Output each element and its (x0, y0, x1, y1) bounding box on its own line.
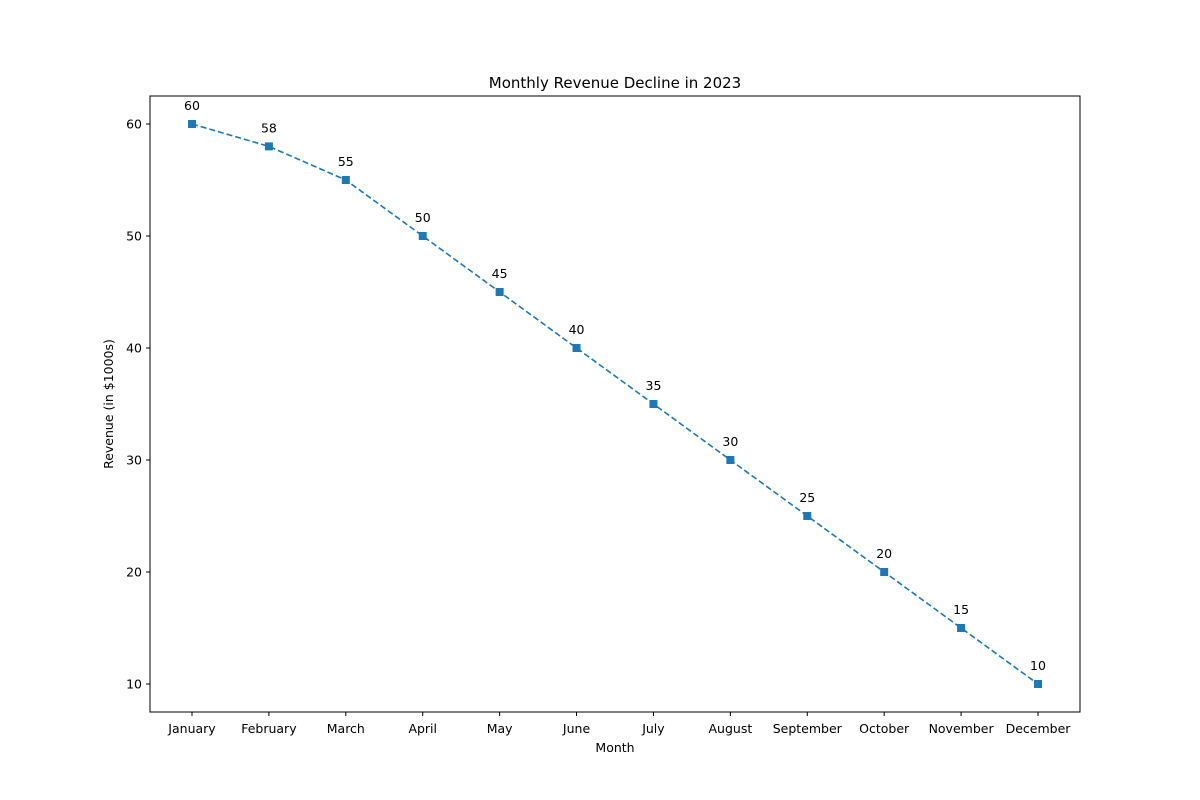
data-label: 45 (492, 266, 508, 281)
data-point (649, 400, 658, 408)
data-point (1034, 680, 1042, 688)
x-tick-label: February (241, 721, 297, 736)
data-label: 40 (569, 322, 585, 337)
data-label: 55 (338, 154, 354, 169)
data-point (726, 456, 735, 464)
x-tick-label: July (641, 721, 665, 736)
data-point (341, 176, 350, 184)
data-label: 58 (261, 120, 277, 135)
chart-title: Monthly Revenue Decline in 2023 (489, 74, 741, 92)
data-label: 35 (646, 378, 662, 393)
x-tick-label: August (708, 721, 752, 736)
data-point (495, 288, 504, 296)
y-tick-label: 30 (126, 453, 142, 468)
data-label: 10 (1030, 658, 1046, 673)
data-label: 15 (953, 602, 969, 617)
y-tick-label: 50 (126, 229, 142, 244)
data-point (803, 512, 812, 520)
data-labels: 60 58 55 50 45 40 35 30 25 20 15 10 (184, 98, 1046, 673)
x-tick-label: April (408, 721, 437, 736)
y-axis-label: Revenue (in $1000s) (101, 339, 116, 469)
data-point (880, 568, 889, 576)
x-tick-label: October (859, 721, 910, 736)
x-tick-label: November (929, 721, 995, 736)
y-tick-label: 10 (126, 677, 142, 692)
series-markers (188, 120, 1042, 688)
x-tick-label: January (167, 721, 216, 736)
series-line (191, 123, 1039, 685)
x-tick-label: March (327, 721, 365, 736)
data-label: 20 (876, 546, 892, 561)
plot-frame (149, 95, 1081, 713)
y-tick-label: 20 (126, 565, 142, 580)
y-tick-label: 60 (126, 117, 142, 132)
x-tick-label: June (562, 721, 591, 736)
data-point (418, 232, 427, 240)
x-axis-label: Month (595, 740, 634, 755)
y-tick-label: 40 (126, 341, 142, 356)
data-point (188, 120, 196, 128)
data-label: 25 (799, 490, 815, 505)
data-label: 30 (722, 434, 738, 449)
x-axis: January February March April May June July Augu… (167, 712, 1071, 736)
x-tick-label: September (773, 721, 843, 736)
data-point (572, 344, 581, 352)
x-tick-label: May (487, 721, 513, 736)
data-point (264, 142, 273, 151)
y-axis: 10 20 30 40 50 60 (126, 117, 150, 692)
data-point (957, 624, 966, 632)
data-label: 50 (415, 210, 431, 225)
x-tick-label: December (1006, 721, 1072, 736)
data-label: 60 (184, 98, 200, 113)
